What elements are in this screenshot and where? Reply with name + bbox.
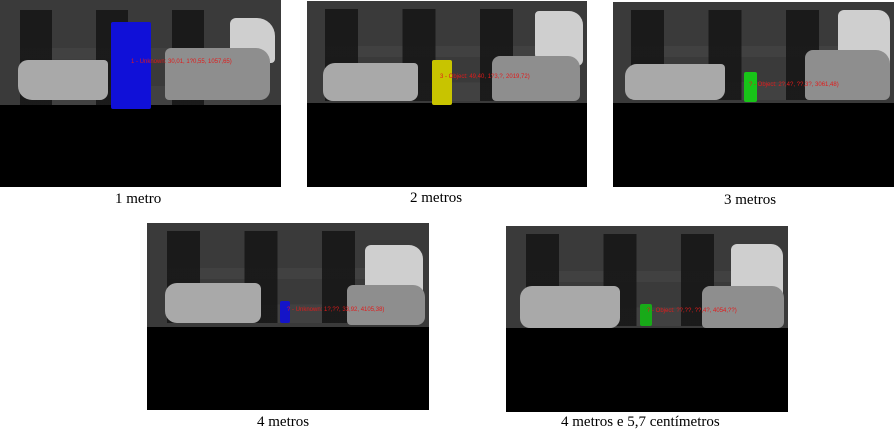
floor-region [506, 328, 788, 412]
depth-image-3m: ? - Object: 2?,4?, ??,3?, 3061,48) [613, 2, 894, 187]
caption-2m: 2 metros [410, 190, 462, 207]
furniture-right [805, 50, 890, 100]
furniture-left [18, 60, 108, 100]
furniture-left [625, 64, 725, 100]
furniture-right [702, 286, 784, 328]
depth-image-4m-5-7cm: ? - Object: ??,??, ??,4?, 4054,??) [506, 226, 788, 412]
caption-1m: 1 metro [115, 191, 161, 208]
caption-3m: 3 metros [724, 192, 776, 209]
furniture-right [347, 285, 425, 325]
detection-label: ? - Unknown: 1?,??, 33,92, 4105,38) [287, 307, 384, 313]
detection-label: ? - Object: ??,??, ??,4?, 4054,??) [647, 308, 737, 314]
floor-region [0, 105, 281, 187]
detection-marker [432, 60, 452, 105]
depth-image-2m: 3 - Object: 49,40, 1?3,?, 2019,72) [307, 1, 587, 187]
floor-region [307, 103, 587, 187]
detection-label: ? - Object: 2?,4?, ??,3?, 3061,48) [749, 82, 839, 88]
floor-region [613, 103, 894, 187]
furniture-right [165, 48, 270, 100]
furniture-left [165, 283, 261, 323]
depth-image-1m: 1 - Unknown: 30,01, 1?0,55, 1057,65) [0, 0, 281, 187]
caption-4m-5-7cm: 4 metros e 5,7 centímetros [561, 414, 720, 431]
detection-label: 3 - Object: 49,40, 1?3,?, 2019,72) [440, 74, 530, 80]
caption-4m: 4 metros [257, 414, 309, 431]
detection-marker [111, 22, 151, 109]
depth-image-4m: ? - Unknown: 1?,??, 33,92, 4105,38) [147, 223, 429, 410]
detection-label: 1 - Unknown: 30,01, 1?0,55, 1057,65) [131, 59, 232, 65]
furniture-left [520, 286, 620, 328]
furniture-left [323, 63, 418, 101]
floor-region [147, 327, 429, 410]
